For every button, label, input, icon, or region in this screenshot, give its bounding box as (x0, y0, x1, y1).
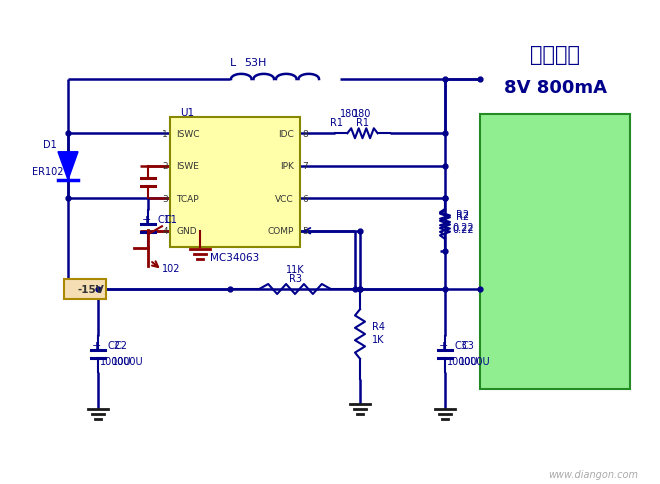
Text: 1K: 1K (372, 334, 384, 344)
Text: www.diangon.com: www.diangon.com (548, 469, 638, 479)
Text: TCAP: TCAP (176, 195, 199, 203)
Text: +: + (438, 340, 447, 350)
Text: 1: 1 (162, 130, 168, 138)
Text: ISWE: ISWE (176, 162, 199, 171)
Polygon shape (58, 152, 78, 181)
Text: ER102: ER102 (32, 166, 64, 176)
Text: 11K: 11K (286, 264, 304, 274)
Text: C1: C1 (164, 215, 177, 225)
Text: C2: C2 (108, 340, 121, 350)
Text: 1000U: 1000U (100, 356, 132, 366)
Bar (480, 115, 630, 389)
Text: U1: U1 (180, 108, 194, 118)
Text: IDC: IDC (279, 130, 294, 138)
Text: IPK: IPK (280, 162, 294, 171)
Text: 8: 8 (302, 130, 308, 138)
Text: 6: 6 (302, 195, 308, 203)
Text: 7: 7 (302, 162, 308, 171)
Text: C1: C1 (158, 215, 170, 225)
Text: 5: 5 (302, 227, 308, 236)
Text: 1000U: 1000U (459, 356, 490, 366)
Text: C2: C2 (114, 340, 127, 350)
Text: C3: C3 (461, 340, 474, 350)
Text: 102: 102 (162, 264, 180, 273)
Text: R1: R1 (356, 118, 369, 128)
Text: L: L (230, 58, 236, 68)
Text: 0.22: 0.22 (452, 223, 474, 232)
Text: MC34063: MC34063 (211, 253, 259, 262)
Text: +: + (141, 215, 150, 225)
Text: 0.22: 0.22 (452, 225, 474, 235)
Text: R2: R2 (457, 210, 469, 220)
Text: 3: 3 (162, 195, 168, 203)
Bar (170, 118, 300, 247)
Text: ISWC: ISWC (176, 130, 199, 138)
Text: +: + (91, 340, 101, 350)
Text: 8V 800mA: 8V 800mA (504, 79, 607, 97)
Text: D1: D1 (43, 139, 57, 150)
Text: COMP: COMP (267, 227, 294, 236)
Text: 1000U: 1000U (112, 356, 144, 366)
Text: R2: R2 (457, 212, 469, 222)
Text: 4: 4 (162, 227, 168, 236)
FancyBboxPatch shape (64, 279, 106, 300)
Text: 2: 2 (162, 162, 168, 171)
Text: 1000U: 1000U (447, 356, 478, 366)
Text: VCC: VCC (275, 195, 294, 203)
Text: 53H: 53H (244, 58, 266, 68)
Text: R3: R3 (288, 273, 302, 284)
Text: 太阳能板: 太阳能板 (530, 45, 580, 65)
Text: C3: C3 (455, 340, 467, 350)
Text: 180: 180 (340, 109, 358, 119)
Text: GND: GND (176, 227, 197, 236)
Text: 180: 180 (353, 109, 372, 119)
Text: -15V: -15V (78, 285, 104, 294)
Text: R4: R4 (372, 321, 385, 332)
Text: R1: R1 (330, 118, 343, 128)
